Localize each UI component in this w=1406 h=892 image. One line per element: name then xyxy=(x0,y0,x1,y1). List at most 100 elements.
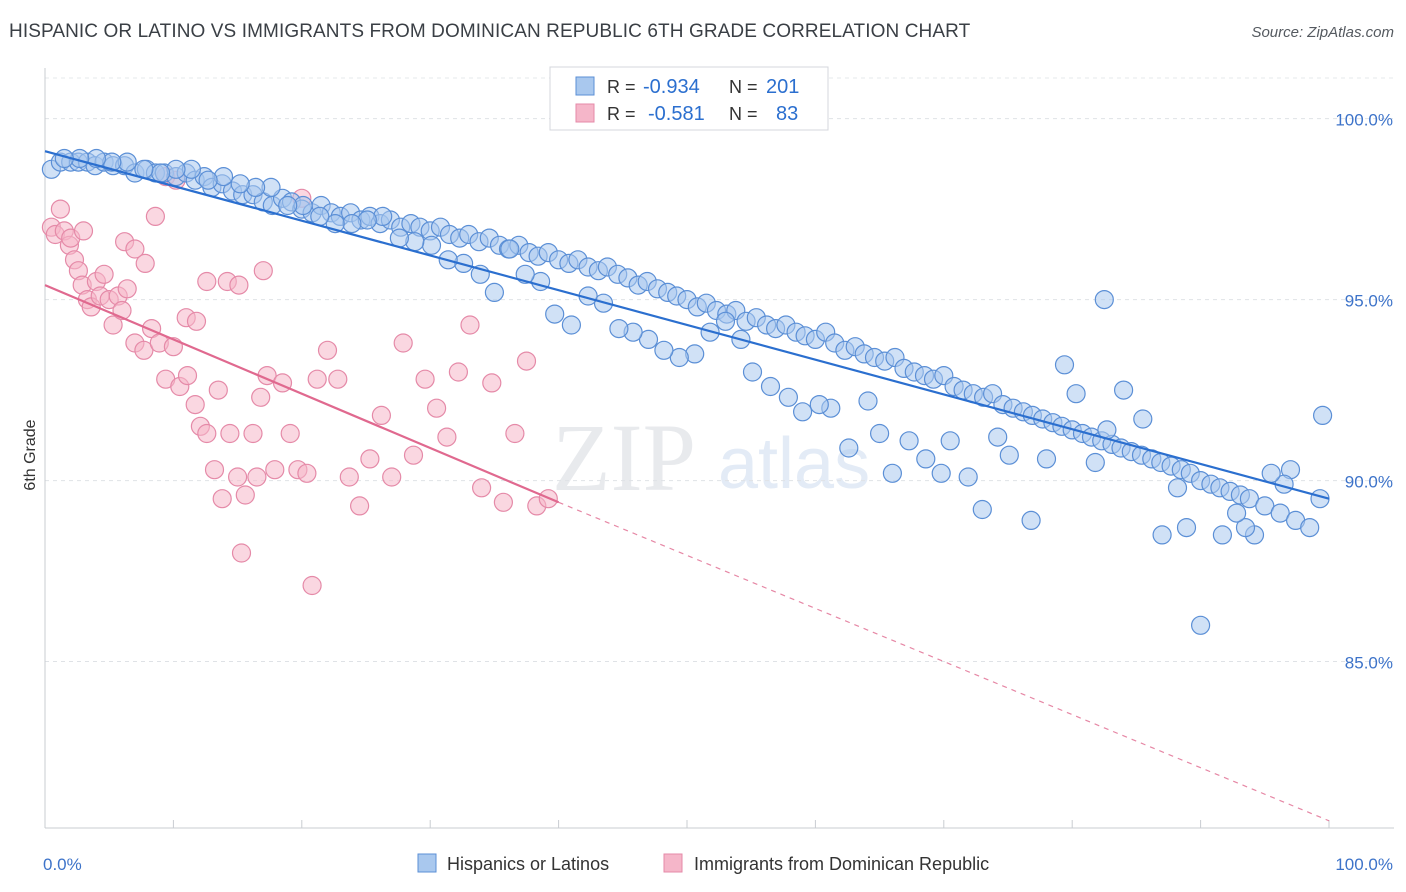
hispanic-point xyxy=(230,174,250,194)
trend-lines xyxy=(44,150,1330,822)
dominican-point xyxy=(73,221,94,241)
hispanic-point xyxy=(278,195,298,216)
hispanic-point xyxy=(988,427,1008,447)
hispanic-point xyxy=(1133,409,1153,429)
dominican-point xyxy=(403,445,424,465)
dominican-point xyxy=(493,492,513,512)
legend-swatch-dominican xyxy=(663,853,683,873)
dominican-point xyxy=(177,366,198,386)
hispanic-point xyxy=(609,319,629,339)
hispanic-point xyxy=(1066,384,1086,404)
y-tick-label: 95.0% xyxy=(1345,292,1393,311)
dominican-point xyxy=(220,423,240,444)
watermark-atlas: atlas xyxy=(718,424,870,504)
hispanic-point xyxy=(151,163,171,183)
hispanic-point xyxy=(638,329,659,349)
hispanic-point xyxy=(858,391,878,411)
hispanic-point xyxy=(1085,452,1105,473)
dominican-point xyxy=(253,261,273,281)
hispanic-point xyxy=(669,347,689,368)
dominican-point xyxy=(212,489,232,509)
dominican-trend-extension xyxy=(558,501,1330,822)
y-tick-label: 85.0% xyxy=(1345,654,1393,673)
dominican-point xyxy=(229,275,249,295)
hispanic-point xyxy=(1255,496,1275,516)
dominican-point xyxy=(134,340,154,360)
dominican-point xyxy=(371,405,391,425)
hispanic-point xyxy=(561,315,582,335)
hispanic-point xyxy=(500,239,520,259)
dominican-point xyxy=(339,467,359,487)
hispanic-point xyxy=(654,340,674,360)
hispanic-point xyxy=(1239,489,1260,509)
hispanic-point xyxy=(778,387,799,407)
hispanic-point xyxy=(940,431,960,451)
hispanic-point xyxy=(1226,503,1247,523)
hispanic-point xyxy=(1235,517,1256,538)
dominican-trend-line xyxy=(44,284,560,504)
dominican-point xyxy=(382,467,402,487)
dominican-point xyxy=(460,315,480,335)
stats-r-label-2: R = xyxy=(607,104,636,124)
stats-n-value-2: 83 xyxy=(776,103,798,125)
dominican-point xyxy=(448,362,468,382)
stats-n-value-1: 201 xyxy=(766,76,799,98)
legend-label-dominican: Immigrants from Dominican Republic xyxy=(694,854,989,874)
dominican-point xyxy=(350,496,370,516)
dominican-point xyxy=(393,333,413,353)
stats-swatch-pink xyxy=(575,103,595,123)
hispanic-point xyxy=(1270,503,1290,523)
stats-n-label-1: N = xyxy=(729,77,758,97)
dominican-point xyxy=(186,311,207,331)
hispanic-point xyxy=(545,304,565,324)
dominican-point xyxy=(125,239,145,259)
hispanic-point xyxy=(760,376,781,397)
hispanic-point xyxy=(310,206,330,226)
dominican-point xyxy=(117,279,137,299)
legend-label-hispanics: Hispanics or Latinos xyxy=(447,854,609,874)
chart-source: Source: ZipAtlas.com xyxy=(1251,24,1394,41)
dominican-point xyxy=(185,395,205,415)
dominican-point xyxy=(328,369,348,389)
stats-r-value-2: -0.581 xyxy=(648,103,705,125)
dominican-point xyxy=(235,485,255,505)
y-tick-label: 90.0% xyxy=(1345,473,1393,492)
hispanic-point xyxy=(792,402,813,422)
hispanic-point xyxy=(1021,510,1041,531)
x-tick-label-start: 0.0% xyxy=(43,855,82,874)
x-axis xyxy=(45,820,1394,829)
dominican-point xyxy=(437,427,457,447)
bottom-legend: Hispanics or Latinos Immigrants from Dom… xyxy=(417,853,989,874)
hispanic-point xyxy=(839,438,859,458)
y-tick-label: 100.0% xyxy=(1335,111,1393,130)
hispanic-point xyxy=(931,463,951,483)
dominican-point xyxy=(472,478,492,498)
x-tick-label-end: 100.0% xyxy=(1335,855,1393,874)
y-tick-labels: 100.0% 95.0% 90.0% 85.0% xyxy=(1335,111,1393,673)
stats-r-label-1: R = xyxy=(607,77,636,97)
hispanic-point xyxy=(1261,463,1281,483)
dominican-point xyxy=(197,271,217,292)
dominican-point xyxy=(204,460,225,480)
stats-n-label-2: N = xyxy=(729,104,758,124)
dominican-point xyxy=(302,575,322,596)
dominican-point xyxy=(427,398,447,418)
hispanic-point xyxy=(869,423,890,444)
dominican-point xyxy=(307,369,327,389)
hispanic-point xyxy=(484,282,504,302)
dominican-point xyxy=(145,206,165,226)
dominican-point xyxy=(317,340,338,360)
hispanic-point xyxy=(882,463,903,483)
stats-legend-box xyxy=(549,66,829,131)
hispanic-point xyxy=(1312,405,1333,425)
dominican-point xyxy=(251,387,271,407)
dominican-point xyxy=(94,264,114,284)
series-immigrants-dominican-points xyxy=(41,167,558,596)
hispanic-point xyxy=(342,214,362,234)
hispanic-point xyxy=(1113,380,1134,400)
dominican-point xyxy=(505,423,525,444)
stats-legend: R = -0.934 N = 201 R = -0.581 N = 83 xyxy=(549,66,829,131)
hispanic-point xyxy=(972,499,992,520)
hispanic-point xyxy=(1176,517,1197,538)
